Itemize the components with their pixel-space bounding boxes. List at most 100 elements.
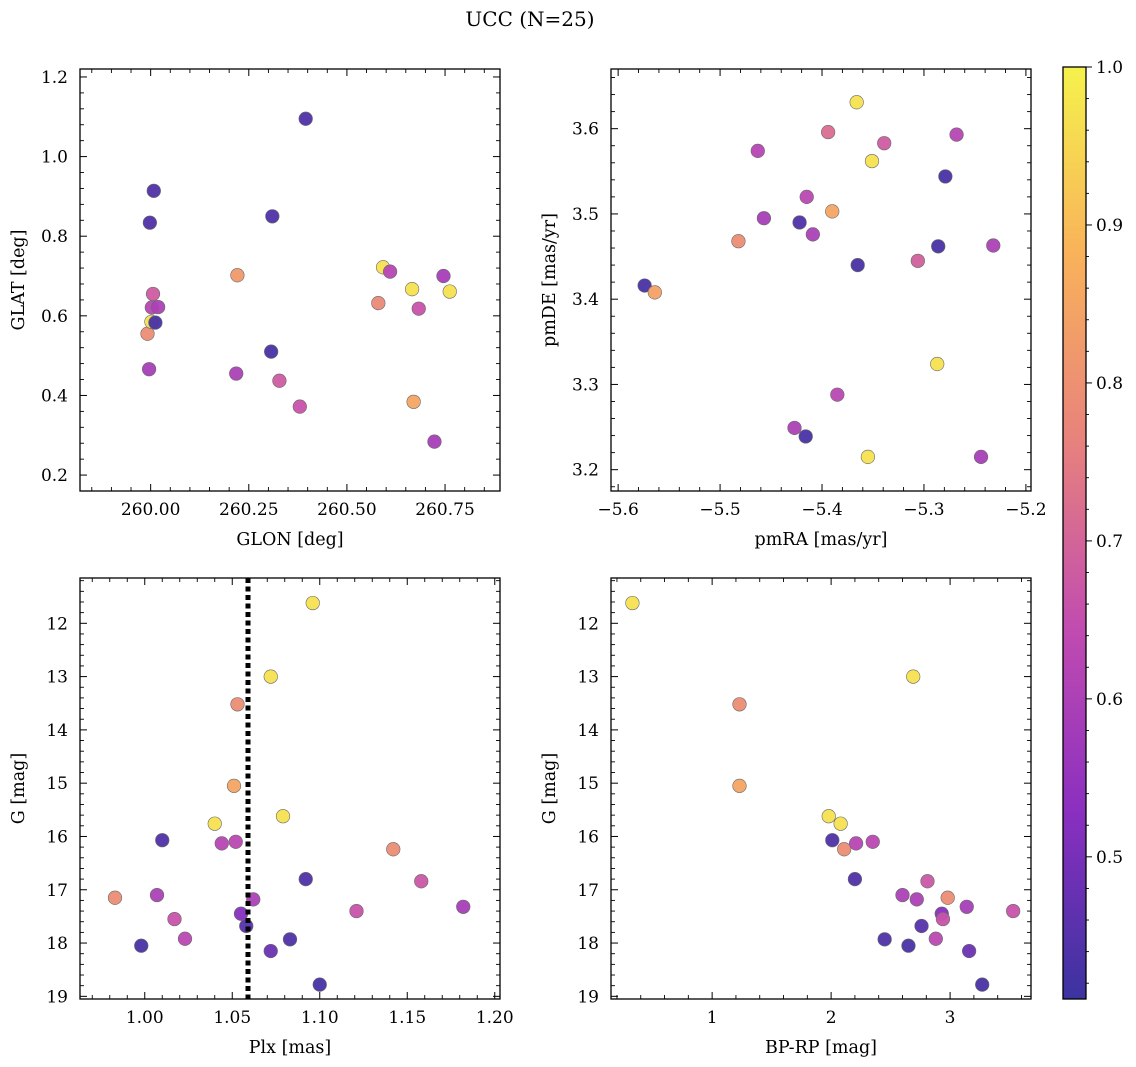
scatter-point	[847, 871, 863, 887]
scatter-point	[750, 143, 765, 158]
y-axis-label: GLAT [deg]	[9, 230, 29, 331]
colorbar-tick-label: 0.6	[1096, 690, 1123, 710]
scatter-point	[265, 209, 280, 224]
y-tick-label: 0.4	[41, 386, 68, 406]
scatter-point	[305, 595, 320, 611]
x-tick-label: 260.00	[121, 500, 180, 520]
colorbar: 0.5 0.6 0.7 0.8 0.9 1.0	[1062, 58, 1123, 1000]
x-tick-label: 1.00	[126, 1008, 164, 1028]
x-axis-label: pmRA [mas/yr]	[755, 530, 888, 550]
scatter-point	[349, 903, 364, 919]
plot-frame	[610, 68, 1032, 492]
y-tick-label: 3.5	[572, 205, 599, 225]
y-tick-label: 0.8	[41, 227, 68, 247]
plot-frame	[79, 68, 501, 492]
x-tick-label: 1.05	[213, 1008, 251, 1028]
y-axis-label: G [mag]	[9, 753, 29, 824]
plot-frame	[79, 577, 501, 1000]
scatter-point	[226, 778, 242, 793]
scatter-point	[456, 899, 471, 914]
scatter-point	[404, 282, 420, 297]
y-tick-label: 15	[577, 774, 599, 794]
scatter-point	[386, 842, 401, 857]
y-tick-label: 14	[577, 721, 599, 741]
y-tick-label: 14	[46, 721, 68, 741]
scatter-point	[292, 399, 307, 414]
y-axis-label: G [mag]	[540, 753, 560, 824]
scatter-point	[263, 943, 278, 959]
scatter-point	[148, 315, 163, 330]
scatter-point	[228, 834, 243, 849]
scatter-point	[647, 285, 662, 300]
y-tick-label: 13	[577, 668, 599, 688]
scatter-point	[141, 362, 157, 377]
scatter-point	[264, 344, 279, 359]
scatter-point	[298, 871, 313, 887]
scatter-point	[821, 124, 836, 140]
x-axis-label: Plx [mas]	[249, 1038, 331, 1058]
scatter-point	[928, 931, 943, 946]
scatter-point	[151, 299, 166, 315]
scatter-point	[107, 890, 123, 905]
x-tick-label: −5.6	[597, 500, 638, 520]
y-tick-label: 1.2	[41, 68, 68, 88]
scatter-point	[732, 778, 747, 793]
y-tick-label: 15	[46, 774, 68, 794]
scatter-point	[272, 373, 287, 388]
scatter-point	[962, 943, 977, 959]
scatter-point	[798, 429, 813, 444]
y-tick-label: 3.2	[572, 461, 599, 481]
panel-1: 260.00 260.25 260.50 260.75 0.2 0.4 0.6 0.8 1.0 1…	[9, 68, 501, 550]
scatter-point	[825, 204, 840, 219]
y-tick-label: 17	[46, 881, 68, 901]
scatter-point	[145, 286, 161, 302]
scatter-point	[830, 387, 845, 402]
colorbar-tick-label: 0.7	[1096, 532, 1123, 552]
scatter-point	[940, 890, 955, 905]
scatter-point	[230, 697, 245, 712]
scatter-point	[901, 938, 916, 953]
colorbar-tick-label: 0.9	[1096, 216, 1123, 236]
y-tick-label: 19	[46, 987, 68, 1007]
scatter-point	[442, 284, 457, 299]
colorbar-tick-label: 0.5	[1096, 848, 1123, 868]
y-tick-label: 16	[577, 827, 599, 847]
x-tick-label: 260.75	[415, 500, 474, 520]
scatter-point	[895, 887, 910, 903]
scatter-point	[799, 189, 814, 204]
scatter-point	[177, 931, 193, 946]
scatter-point	[263, 669, 278, 684]
scatter-point	[877, 136, 892, 151]
scatter-point	[935, 911, 951, 927]
y-tick-label: 17	[577, 881, 599, 901]
scatter-point	[805, 227, 820, 242]
y-tick-label: 12	[577, 614, 599, 634]
scatter-point	[637, 278, 652, 293]
scatter-point	[149, 887, 165, 903]
scatter-point	[825, 833, 840, 848]
y-tick-label: 3.4	[572, 290, 599, 310]
figure-title: UCC (N=25)	[465, 7, 594, 31]
scatter-point	[229, 366, 244, 381]
colorbar-gradient	[1062, 66, 1087, 1000]
y-tick-label: 19	[577, 987, 599, 1007]
colorbar-tick-label: 1.0	[1096, 58, 1123, 78]
scatter-point	[731, 234, 746, 249]
x-tick-label: 260.50	[317, 500, 376, 520]
scatter-point	[298, 111, 313, 126]
scatter-point	[312, 977, 327, 992]
scatter-point	[959, 899, 974, 914]
x-tick-label: 260.25	[219, 500, 278, 520]
scatter-point	[849, 95, 864, 110]
x-axis-label: GLON [deg]	[236, 530, 343, 550]
y-tick-label: 18	[46, 934, 68, 954]
scatter-point	[949, 127, 964, 142]
y-tick-label: 1.0	[41, 148, 68, 168]
x-tick-label: 1	[707, 1008, 718, 1028]
scatter-point	[732, 697, 747, 712]
scatter-point	[837, 842, 852, 857]
scatter-point	[427, 434, 442, 449]
scatter-point	[406, 394, 421, 409]
scatter-point	[931, 239, 946, 254]
